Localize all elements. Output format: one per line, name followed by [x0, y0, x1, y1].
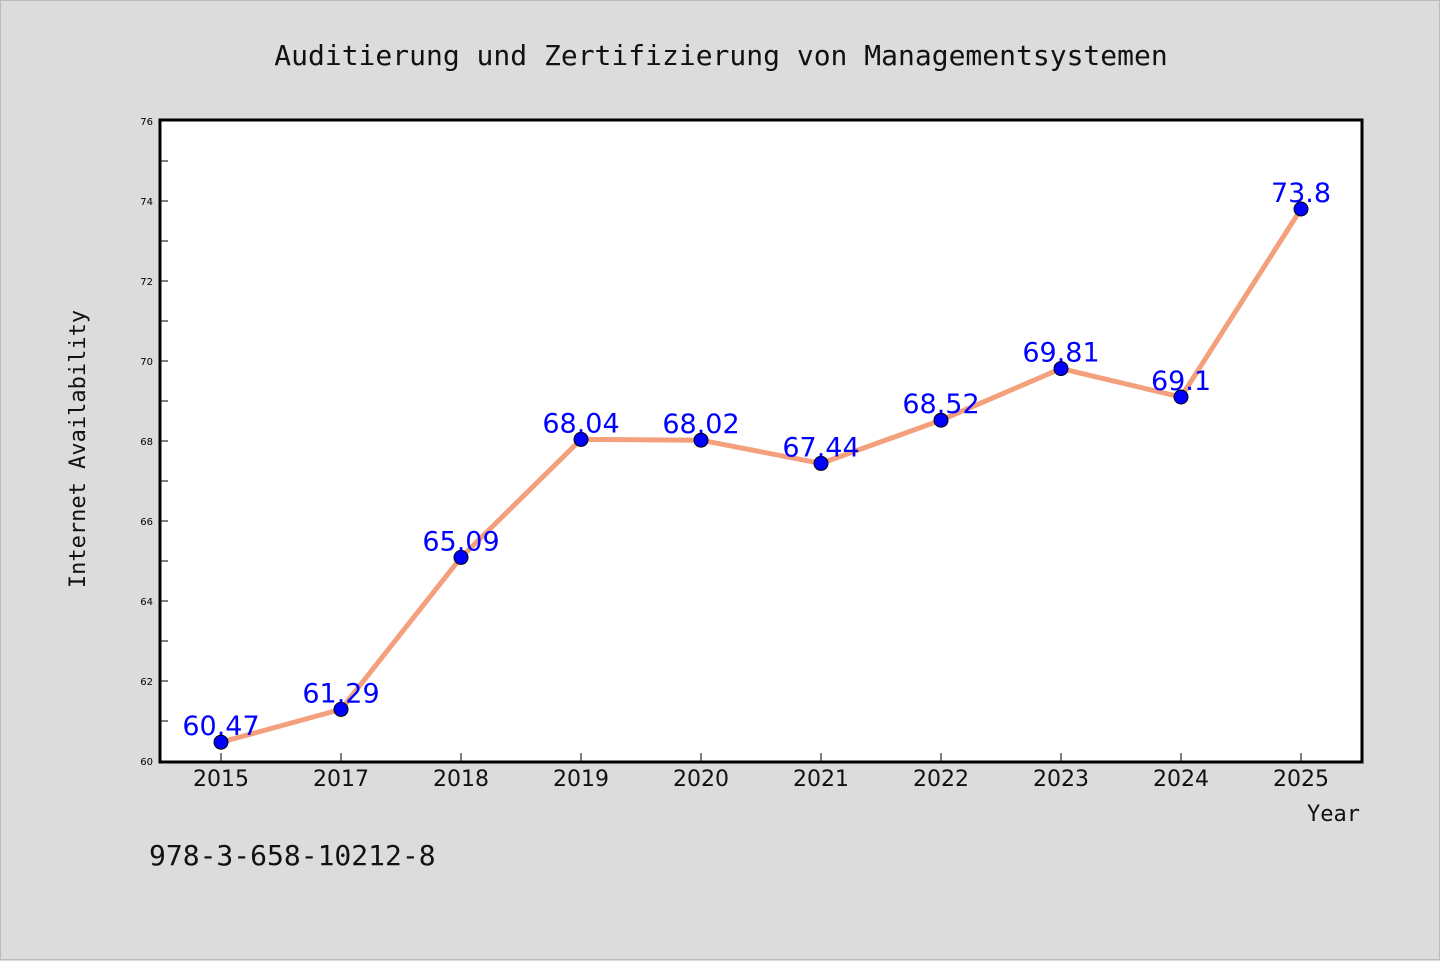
y-tick-label: 70	[140, 357, 153, 368]
y-axis-label: Internet Availability	[66, 310, 91, 588]
y-tick-label: 64	[140, 597, 153, 608]
x-tick-label: 2017	[313, 767, 369, 792]
data-label: 61.29	[302, 678, 379, 709]
y-tick-label: 68	[140, 437, 153, 448]
x-tick-label: 2023	[1033, 767, 1089, 792]
y-tick-label: 72	[140, 277, 153, 288]
data-point	[573, 431, 589, 447]
data-label: 69.81	[1022, 338, 1099, 369]
data-point	[813, 455, 829, 471]
y-tick-label: 60	[140, 757, 153, 768]
data-point	[933, 412, 949, 428]
x-tick-label: 2018	[433, 767, 489, 792]
data-point	[213, 734, 229, 750]
x-axis-label: Year	[1307, 802, 1360, 827]
data-point	[693, 432, 709, 448]
footer-isbn: 978-3-658-10212-8	[149, 839, 436, 872]
data-label: 68.02	[662, 409, 739, 440]
x-axis: 2015 2017 2018 2019 2020 2021 2022 2023 2024 2025	[193, 753, 1329, 792]
y-tick-label: 62	[140, 677, 153, 688]
data-label: 68.52	[902, 389, 979, 420]
data-point	[1173, 389, 1189, 405]
data-point	[333, 701, 349, 717]
data-point	[1293, 201, 1309, 217]
plot-area	[158, 118, 1364, 764]
x-tick-label: 2021	[793, 767, 849, 792]
data-point	[1053, 361, 1069, 377]
data-label: 73.8	[1271, 178, 1331, 209]
x-tick-label: 2022	[913, 767, 969, 792]
data-label: 65.09	[422, 526, 499, 557]
series-line-group: 60.47 61.29 65.09 68.04 68.02 67.44 68.52 69.81…	[182, 178, 1331, 750]
x-tick-label: 2015	[193, 767, 249, 792]
x-tick-label: 2025	[1273, 767, 1329, 792]
data-label: 60.47	[182, 711, 259, 742]
y-tick-label: 74	[140, 197, 153, 208]
data-label: 68.04	[542, 408, 619, 439]
y-tick-label: 66	[140, 517, 153, 528]
x-tick-label: 2024	[1153, 767, 1209, 792]
x-tick-label: 2019	[553, 767, 609, 792]
series-line	[218, 206, 1304, 745]
data-label: 69.1	[1151, 366, 1211, 397]
data-point	[453, 549, 469, 565]
data-label: 67.44	[782, 432, 859, 463]
y-tick-label: 76	[140, 117, 153, 128]
y-axis: 60 62 64 66 68 70 72 74 76	[140, 117, 168, 768]
chart-title: Auditierung und Zertifizierung von Manag…	[274, 39, 1167, 72]
x-tick-label: 2020	[673, 767, 729, 792]
